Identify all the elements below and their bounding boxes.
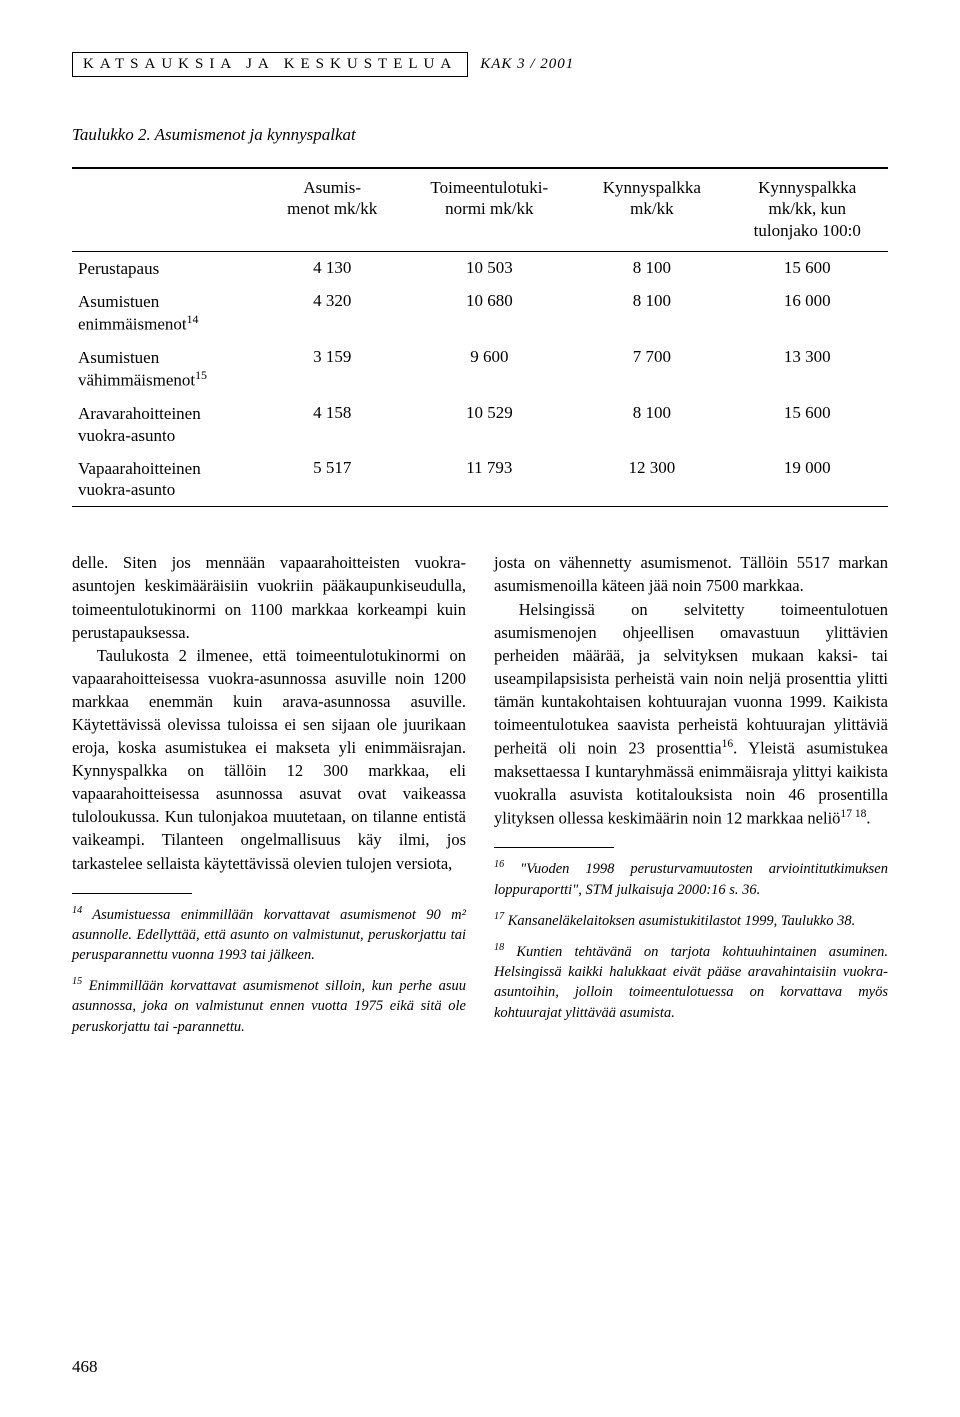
row-label: Perustapaus [72,252,263,285]
footnote: 16 "Vuoden 1998 perusturvamuutosten arvi… [494,858,888,899]
col-header: Toimeentulotuki- normi mk/kk [401,169,577,251]
page-number: 468 [72,1357,98,1377]
table-row: Asumistuen enimmäismenot14 4 320 10 680 … [72,285,888,341]
cell: 10 503 [401,252,577,285]
col-header: Kynnyspalkka mk/kk, kun tulonjako 100:0 [727,169,888,251]
cell: 3 159 [263,341,401,397]
cell: 4 320 [263,285,401,341]
footnote: 18 Kuntien tehtävänä on tarjota kohtuuhi… [494,941,888,1023]
cell: 12 300 [577,452,726,507]
body-paragraph: Helsingissä on selvitetty toimeentulotue… [494,598,888,830]
running-head: KATSAUKSIA JA KESKUSTELUA KAK 3 / 2001 [72,52,888,77]
issue: KAK 3 / 2001 [480,56,574,73]
cell: 10 680 [401,285,577,341]
cell: 5 517 [263,452,401,507]
body-paragraph: Taulukosta 2 ilmenee, että toimeentulotu… [72,644,466,875]
table-row: Asumistuen vähimmäismenot15 3 159 9 600 … [72,341,888,397]
cell: 7 700 [577,341,726,397]
col-header: Kynnyspalkka mk/kk [577,169,726,251]
cell: 11 793 [401,452,577,507]
table-row: Aravarahoitteinen vuokra-asunto 4 158 10… [72,397,888,452]
right-column: josta on vähennetty asumismenot. Tällöin… [494,551,888,1047]
footnote-rule [494,847,614,848]
cell: 10 529 [401,397,577,452]
body-columns: delle. Siten jos mennään vapaarahoitteis… [72,551,888,1047]
body-paragraph: delle. Siten jos mennään vapaarahoitteis… [72,551,466,643]
cell: 19 000 [727,452,888,507]
data-table: Asumis- menot mk/kk Toimeentulotuki- nor… [72,167,888,507]
cell: 4 158 [263,397,401,452]
footnote: 15 Enimmillään korvattavat asumismenot s… [72,975,466,1037]
cell: 8 100 [577,285,726,341]
cell: 15 600 [727,252,888,285]
footnote: 14 Asumistuessa enimmillään korvattavat … [72,904,466,966]
table-caption: Taulukko 2. Asumismenot ja kynnyspalkat [72,125,888,145]
cell: 16 000 [727,285,888,341]
cell: 8 100 [577,397,726,452]
row-label: Aravarahoitteinen vuokra-asunto [72,397,263,452]
cell: 9 600 [401,341,577,397]
footnotes-left: 14 Asumistuessa enimmillään korvattavat … [72,904,466,1037]
row-label: Vapaarahoitteinen vuokra-asunto [72,452,263,507]
table-row: Vapaarahoitteinen vuokra-asunto 5 517 11… [72,452,888,507]
table-row: Perustapaus 4 130 10 503 8 100 15 600 [72,252,888,285]
cell: 15 600 [727,397,888,452]
footnote: 17 Kansaneläkelaitoksen asumistukitilast… [494,910,888,931]
cell: 13 300 [727,341,888,397]
section-title: KATSAUKSIA JA KESKUSTELUA [72,52,468,77]
cell: 4 130 [263,252,401,285]
body-paragraph: josta on vähennetty asumismenot. Tällöin… [494,551,888,597]
footnote-rule [72,893,192,894]
row-label: Asumistuen vähimmäismenot15 [72,341,263,397]
row-label: Asumistuen enimmäismenot14 [72,285,263,341]
left-column: delle. Siten jos mennään vapaarahoitteis… [72,551,466,1047]
cell: 8 100 [577,252,726,285]
footnotes-right: 16 "Vuoden 1998 perusturvamuutosten arvi… [494,858,888,1023]
col-header: Asumis- menot mk/kk [263,169,401,251]
